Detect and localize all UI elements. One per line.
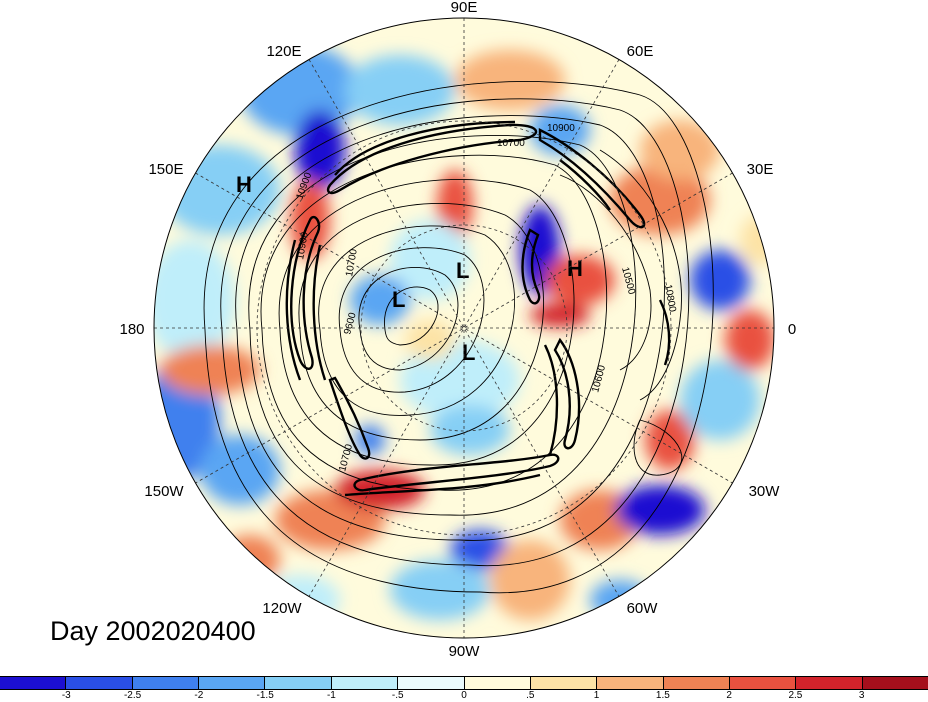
map-boundary: [153, 17, 775, 639]
lon-label: 90W: [449, 643, 481, 660]
colorbar-swatch: [464, 677, 531, 689]
lon-label: 120W: [262, 600, 302, 617]
low-center-label: L: [392, 287, 405, 312]
colorbar-tick-label: -.5: [391, 690, 404, 701]
contour-label: 10900: [547, 123, 575, 134]
lon-label: 60E: [627, 43, 654, 60]
day-title: Day 2002020400: [50, 616, 256, 646]
colorbar-tick-label: -1.5: [256, 690, 274, 701]
contour-label: 10900: [295, 231, 311, 261]
colorbar-labels: -3 -2.5 -2 -1.5 -1 -.5 0 .5 1 1.5 2 2.5 3: [0, 690, 928, 702]
contour-label: 10700: [497, 138, 525, 149]
colorbar-tick-label: -1: [326, 690, 336, 701]
jet-contours: [285, 120, 671, 497]
lon-label: 30E: [747, 161, 774, 178]
lon-label: 150E: [148, 161, 183, 178]
lon-label: 150W: [144, 483, 184, 500]
colorbar-tick-label: -2: [194, 690, 204, 701]
contour-label: 10800: [662, 284, 678, 314]
lon-label: 120E: [266, 43, 301, 60]
anomaly-shading: [154, 18, 774, 638]
colorbar-swatch: [862, 677, 928, 689]
colorbar-swatch: [398, 677, 465, 689]
colorbar-tick-label: 1.5: [655, 690, 670, 701]
colorbar-swatch: [597, 677, 664, 689]
pressure-centers: H H L L L: [236, 172, 583, 365]
colorbar-tick-label: 0: [461, 690, 467, 701]
low-center-label: L: [462, 340, 475, 365]
colorbar-swatch: [796, 677, 863, 689]
high-center-label: H: [567, 256, 583, 281]
lon-label: 180: [119, 321, 144, 338]
colorbar-tick-label: -3: [61, 690, 71, 701]
lon-label: 60W: [627, 600, 659, 617]
colorbar: [0, 676, 928, 690]
colorbar-swatch: [530, 677, 598, 689]
colorbar-swatch: [199, 677, 266, 689]
longitude-labels: 90E 120E 60E 150E 30E 180 0 150W 30W 120…: [119, 0, 796, 660]
colorbar-tick-label: 1: [593, 690, 600, 701]
high-center-label: H: [236, 172, 252, 197]
colorbar-swatch: [66, 677, 133, 689]
colorbar-swatch: [0, 677, 67, 689]
lon-label: 30W: [749, 483, 781, 500]
colorbar-tick-label: -2.5: [123, 690, 142, 701]
low-center-label: L: [456, 258, 469, 283]
colorbar-swatch: [132, 677, 200, 689]
graticule: [154, 18, 774, 638]
colorbar-swatch: [331, 677, 399, 689]
contour-label: 10700: [344, 248, 360, 278]
colorbar-swatch: [663, 677, 730, 689]
height-contours: [203, 80, 714, 594]
lon-label: 0: [788, 321, 796, 338]
colorbar-tick-label: 3: [858, 690, 865, 701]
colorbar-tick-label: 2.5: [788, 690, 803, 701]
colorbar-tick-label: .5: [526, 690, 535, 701]
colorbar-tick-label: 2: [726, 690, 732, 701]
lon-label: 90E: [451, 0, 478, 16]
colorbar-swatch: [265, 677, 332, 689]
colorbar-swatch: [729, 677, 797, 689]
